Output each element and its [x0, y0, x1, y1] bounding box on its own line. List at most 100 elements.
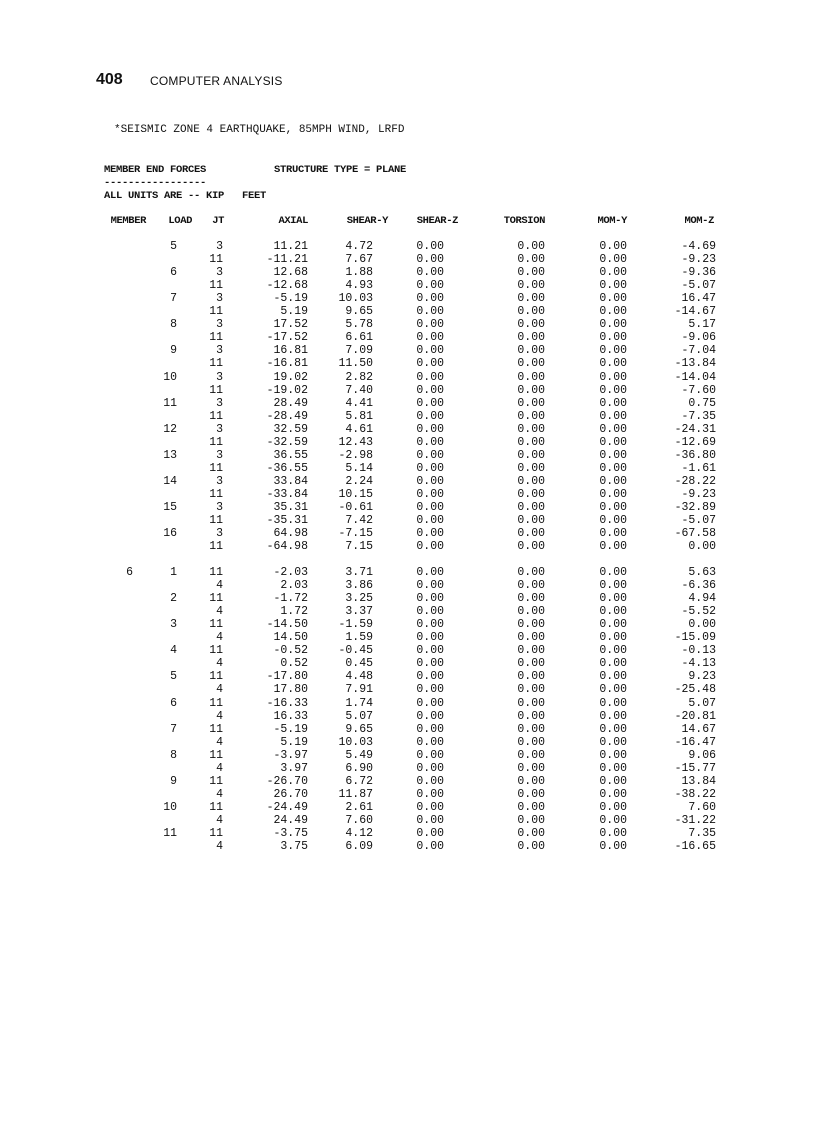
cell-axial: 1.72 — [280, 605, 308, 619]
cell-axial: 17.52 — [273, 318, 308, 332]
cell-mom-z: -14.04 — [674, 370, 716, 384]
cell-jt: 11 — [209, 748, 223, 762]
cell-torsion: 0.00 — [517, 422, 545, 436]
cell-jt: 11 — [209, 357, 223, 371]
cell-mom-z: 4.94 — [688, 592, 716, 606]
cell-shear-z: 0.00 — [416, 709, 444, 723]
cell-load: 8 — [170, 748, 177, 762]
cell-mom-z: -28.22 — [674, 474, 716, 488]
cell-shear-z: 0.00 — [416, 787, 444, 801]
cell-mom-z: 0.00 — [688, 618, 716, 632]
cell-torsion: 0.00 — [517, 787, 545, 801]
cell-shear-z: 0.00 — [416, 318, 444, 332]
cell-shear-z: 0.00 — [416, 631, 444, 645]
cell-mom-z: 9.23 — [688, 670, 716, 684]
cell-jt: 3 — [216, 501, 223, 514]
cell-torsion: 0.00 — [517, 657, 545, 671]
cell-shear-y: -0.61 — [338, 501, 373, 514]
cell-shear-y: 5.78 — [345, 318, 373, 332]
cell-axial: -0.52 — [273, 644, 308, 658]
cell-axial: -5.19 — [273, 292, 308, 306]
cell-jt: 11 — [209, 670, 223, 684]
cell-torsion: 0.00 — [517, 696, 545, 710]
cell-jt: 11 — [209, 487, 223, 501]
cell-torsion: 0.00 — [517, 605, 545, 619]
cell-torsion: 0.00 — [517, 383, 545, 397]
cell-axial: 19.02 — [273, 370, 308, 384]
cell-mom-y: 0.00 — [599, 292, 627, 306]
cell-mom-z: -32.89 — [674, 501, 716, 514]
cell-axial: -16.33 — [266, 696, 308, 710]
cell-mom-z: -4.69 — [681, 240, 716, 253]
cell-shear-y: 1.59 — [345, 631, 373, 645]
cell-load: 13 — [163, 448, 177, 462]
cell-shear-z: 0.00 — [416, 279, 444, 293]
cell-mom-y: 0.00 — [599, 383, 627, 397]
cell-jt: 11 — [209, 253, 223, 267]
cell-jt: 4 — [216, 709, 223, 723]
cell-axial: 2.03 — [280, 579, 308, 593]
cell-mom-y: 0.00 — [599, 631, 627, 645]
cell-torsion: 0.00 — [517, 409, 545, 423]
cell-axial: 3.75 — [280, 840, 308, 854]
cell-shear-y: 9.65 — [345, 305, 373, 319]
column-header-shear-y: SHEAR-Y — [346, 215, 389, 227]
cell-jt: 11 — [209, 409, 223, 423]
cell-jt: 11 — [209, 827, 223, 840]
cell-torsion: 0.00 — [517, 279, 545, 293]
cell-shear-y: 11.50 — [338, 357, 373, 371]
cell-mom-y: 0.00 — [599, 240, 627, 253]
cell-shear-z: 0.00 — [416, 292, 444, 306]
cell-axial: 64.98 — [273, 527, 308, 541]
cell-mom-y: 0.00 — [599, 709, 627, 723]
cell-load: 12 — [163, 422, 177, 436]
cell-jt: 3 — [216, 448, 223, 462]
cell-mom-y: 0.00 — [599, 813, 627, 827]
cell-shear-z: 0.00 — [416, 722, 444, 736]
cell-axial: -16.81 — [266, 357, 308, 371]
cell-shear-y: -2.98 — [338, 448, 373, 462]
cell-axial: 12.68 — [273, 266, 308, 280]
cell-shear-z: 0.00 — [416, 344, 444, 358]
cell-load: 3 — [170, 618, 177, 632]
cell-shear-y: -1.59 — [338, 618, 373, 632]
cell-shear-y: 5.14 — [345, 461, 373, 475]
cell-mom-y: 0.00 — [599, 318, 627, 332]
cell-shear-y: 10.03 — [338, 292, 373, 306]
cell-jt: 4 — [216, 657, 223, 671]
cell-torsion: 0.00 — [517, 396, 545, 410]
cell-axial: -2.03 — [273, 566, 308, 579]
cell-mom-y: 0.00 — [599, 435, 627, 449]
cell-axial: 36.55 — [273, 448, 308, 462]
cell-torsion: 0.00 — [517, 501, 545, 514]
cell-torsion: 0.00 — [517, 722, 545, 736]
cell-mom-z: -7.04 — [681, 344, 716, 358]
cell-shear-z: 0.00 — [416, 605, 444, 619]
cell-mom-z: 0.75 — [688, 396, 716, 410]
cell-axial: -11.21 — [266, 253, 308, 267]
cell-mom-z: 5.17 — [688, 318, 716, 332]
cell-torsion: 0.00 — [517, 800, 545, 814]
cell-jt: 4 — [216, 735, 223, 749]
cell-shear-y: 4.48 — [345, 670, 373, 684]
cell-shear-z: 0.00 — [416, 396, 444, 410]
cell-shear-y: 3.86 — [345, 579, 373, 593]
cell-load: 16 — [163, 527, 177, 541]
cell-shear-y: 7.40 — [345, 383, 373, 397]
cell-jt: 3 — [216, 344, 223, 358]
cell-shear-y: 6.61 — [345, 331, 373, 345]
cell-jt: 11 — [209, 461, 223, 475]
cell-jt: 11 — [209, 566, 223, 579]
cell-jt: 4 — [216, 787, 223, 801]
column-header-member: MEMBER — [110, 215, 147, 227]
column-header-shear-z: SHEAR-Z — [416, 215, 459, 227]
cell-shear-z: 0.00 — [416, 540, 444, 554]
cell-mom-y: 0.00 — [599, 253, 627, 267]
cell-mom-z: -4.13 — [681, 657, 716, 671]
column-header-load: LOAD — [168, 215, 192, 227]
cell-shear-y: 9.65 — [345, 722, 373, 736]
cell-shear-y: 1.88 — [345, 266, 373, 280]
cell-jt: 11 — [209, 279, 223, 293]
cell-torsion: 0.00 — [517, 448, 545, 462]
cell-mom-y: 0.00 — [599, 540, 627, 554]
